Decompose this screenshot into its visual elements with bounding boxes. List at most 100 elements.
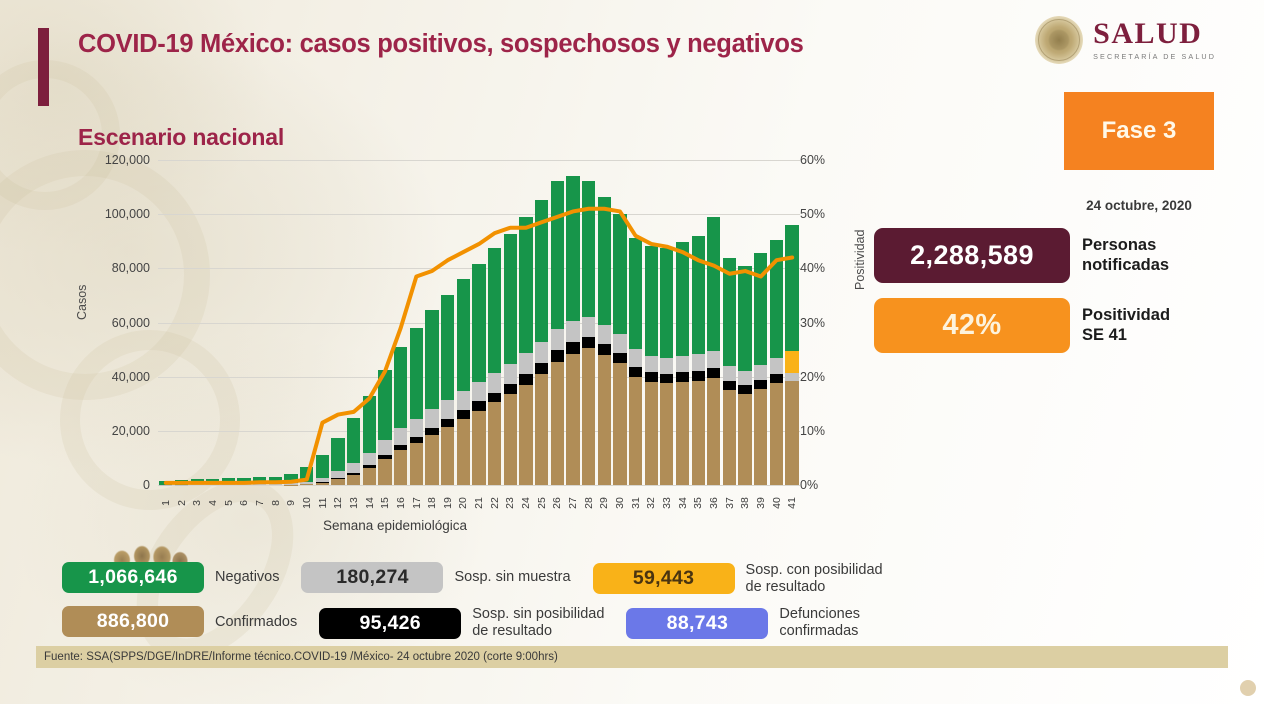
bar-column xyxy=(596,160,612,485)
x-tick-label: 37 xyxy=(723,497,736,509)
bar-segment-confirmados xyxy=(628,376,643,485)
logo-wordmark: SALUD xyxy=(1093,17,1203,50)
bar-segment-confirmados xyxy=(707,378,721,485)
x-tick-label: 22 xyxy=(488,497,501,509)
bar-segment-confirmados xyxy=(503,394,517,485)
bar-segment-sosp_sin_muestra xyxy=(628,349,643,367)
legend-label-line2: confirmadas xyxy=(779,623,859,640)
y2-axis-title: Positividad xyxy=(853,229,867,290)
bar-segment-negativos xyxy=(487,248,502,373)
bar-segment-sosp_sin_posibilidad xyxy=(519,373,533,385)
bar-column xyxy=(424,160,440,485)
x-tick-label: 35 xyxy=(692,497,705,509)
bar-segment-sosp_sin_posibilidad xyxy=(566,341,580,354)
legend-swatch: 886,800 xyxy=(62,606,204,638)
bar-segment-sosp_sin_posibilidad xyxy=(644,372,658,383)
bar-segment-negativos xyxy=(425,310,439,410)
bar-segment-negativos xyxy=(581,181,596,317)
bar-segment-confirmados xyxy=(597,355,611,485)
phase-badge: Fase 3 xyxy=(1064,92,1214,170)
bar-segment-sosp_sin_muestra xyxy=(581,316,596,337)
stat-label-line1: Personas xyxy=(1082,236,1157,255)
x-tick-label: 11 xyxy=(316,497,329,509)
bar-column xyxy=(174,160,190,485)
legend-label-line1: Sosp. con posibilidad xyxy=(745,562,883,578)
legend-item: 95,426 Sosp. sin posibilidad de resultado xyxy=(319,606,604,639)
bar-segment-negativos xyxy=(394,347,408,429)
bar-segment-negativos xyxy=(754,253,768,365)
bar-segment-sosp_sin_muestra xyxy=(394,428,408,445)
y-tick-label: 60,000 xyxy=(111,315,150,330)
bar-segment-confirmados xyxy=(691,380,705,485)
y2-axis-ticks: 0% 10% 20% 30% 40% 50% 60% xyxy=(800,153,850,492)
bar-segment-sosp_sin_posibilidad xyxy=(660,373,674,384)
bar-segment-confirmados xyxy=(769,383,784,485)
bar-segment-negativos xyxy=(300,466,314,482)
bar-segment-negativos xyxy=(660,248,674,358)
stat-label-line2: notificadas xyxy=(1082,255,1170,274)
x-tick-label: 19 xyxy=(441,497,454,509)
bar-segment-sosp_sin_muestra xyxy=(769,357,784,374)
bar-segment-confirmados xyxy=(362,468,376,485)
bar-column xyxy=(205,160,221,485)
legend-label-line1: Defunciones xyxy=(779,606,861,623)
bar-column xyxy=(315,160,331,485)
y2-tick-label: 40% xyxy=(800,261,826,276)
x-tick-label: 5 xyxy=(222,500,235,506)
x-tick-label: 8 xyxy=(269,500,282,506)
bar-segment-negativos xyxy=(769,240,784,358)
bar-segment-confirmados xyxy=(331,479,345,485)
x-tick-label: 25 xyxy=(535,497,548,509)
bar-segment-sosp_sin_muestra xyxy=(644,355,658,373)
x-tick-label: 7 xyxy=(253,500,266,506)
bar-segment-sosp_con_posibilidad xyxy=(785,350,799,373)
bar-segment-negativos xyxy=(722,257,737,366)
bar-segment-sosp_sin_posibilidad xyxy=(487,392,502,403)
footer: Fuente: SSA(SPPS/DGE/InDRE/Informe técni… xyxy=(36,646,1228,668)
bar-segment-confirmados xyxy=(409,443,423,485)
gridline xyxy=(158,160,800,161)
bar-segment-sosp_sin_muestra xyxy=(707,350,721,368)
epidemic-curve-chart: Casos Positividad Semana epidemiológica … xyxy=(0,153,880,550)
legend-label: Sosp. sin posibilidad de resultado xyxy=(472,606,604,639)
y-tick-label: 80,000 xyxy=(111,261,150,276)
bar-segment-negativos xyxy=(613,213,627,335)
bar-segment-sosp_sin_posibilidad xyxy=(691,370,705,381)
legend-item: 180,274 Sosp. sin muestra xyxy=(301,562,571,593)
x-tick-label: 14 xyxy=(363,497,376,509)
legend-label-line1: Sosp. sin muestra xyxy=(454,569,571,586)
x-tick-label: 21 xyxy=(472,497,485,509)
bar-segment-negativos xyxy=(409,328,423,420)
bar-column xyxy=(330,160,346,485)
bar-segment-confirmados xyxy=(347,474,361,485)
legend-label: Defunciones confirmadas xyxy=(779,606,860,639)
bar-column xyxy=(612,160,628,485)
bar-segment-negativos xyxy=(691,236,705,354)
salud-logo: SALUD SECRETARÍA DE SALUD xyxy=(1035,16,1216,64)
bar-column xyxy=(487,160,503,485)
bar-column xyxy=(158,160,174,485)
bar-segment-confirmados xyxy=(785,380,799,485)
legend-label: Negativos xyxy=(215,569,279,586)
bar-segment-sosp_sin_posibilidad xyxy=(456,410,470,419)
bar-segment-negativos xyxy=(519,216,533,354)
bar-column xyxy=(643,160,659,485)
bar-segment-confirmados xyxy=(660,383,674,485)
legend-label-line1: Sosp. sin posibilidad xyxy=(472,606,605,623)
y-tick-label: 20,000 xyxy=(111,423,150,438)
x-tick-label: 6 xyxy=(238,500,251,506)
bar-segment-confirmados xyxy=(472,410,486,485)
legend-swatch: 95,426 xyxy=(319,607,462,639)
bar-segment-sosp_sin_muestra xyxy=(409,419,423,437)
bar-segment-confirmados xyxy=(534,373,549,485)
bar-segment-sosp_sin_muestra xyxy=(425,409,439,428)
legend-item: 1,066,646 Negativos xyxy=(62,562,279,593)
legend-row: 886,800 Confirmados 95,426 Sosp. sin posibi… xyxy=(62,606,902,639)
bar-segment-sosp_sin_posibilidad xyxy=(503,384,517,395)
bar-segment-negativos xyxy=(738,266,752,371)
legend-label-line1: Confirmados xyxy=(215,613,298,630)
chart-legend: 1,066,646 Negativos 180,274 Sosp. sin muest… xyxy=(62,562,902,651)
bar-segment-sosp_sin_muestra xyxy=(378,440,392,455)
x-tick-label: 29 xyxy=(598,497,611,509)
